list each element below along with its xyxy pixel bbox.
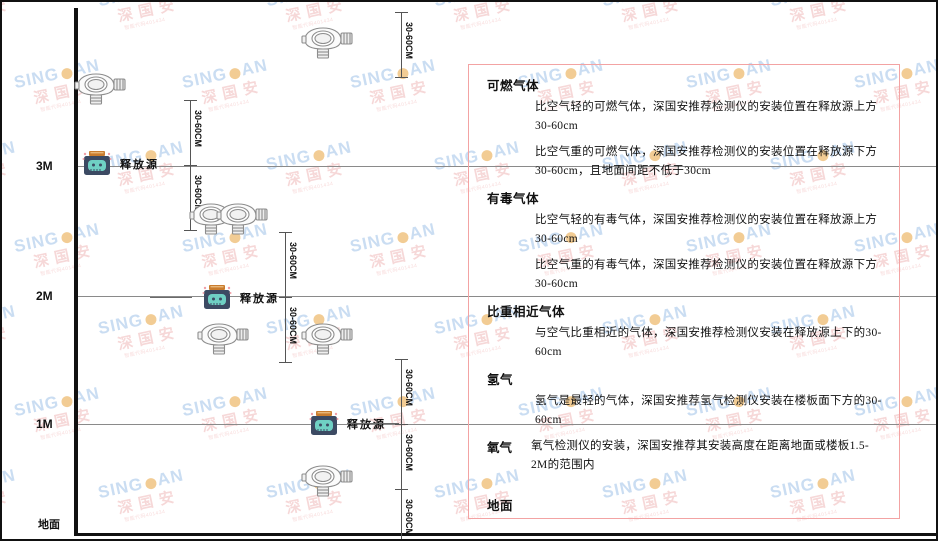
dimension-tick: [279, 232, 292, 233]
dimension-label: 30-60CM: [193, 175, 203, 213]
dimension-tick: [395, 359, 408, 360]
release-source-2m-icon: [202, 284, 232, 310]
release-source-1m-icon: [309, 410, 339, 436]
dimension-tick: [184, 100, 197, 101]
section-paragraph: 比空气轻的有毒气体，深国安推荐检测仪的安装位置在释放源上方30-60cm: [535, 213, 878, 245]
section-paragraph: 氢气是最轻的气体，深国安推荐氢气检测仪安装在楼板面下方的30-60cm: [535, 394, 882, 426]
dimension-label: 30-60CM: [288, 242, 298, 280]
gridline-2m: [78, 296, 936, 297]
panel-spacer: [483, 481, 885, 495]
axis-label-2m: 2M: [36, 289, 53, 303]
dimension-label: 30-60CM: [404, 499, 414, 537]
section-heading-ground: 地面: [487, 498, 514, 513]
section-paragraph: 检测仪地面间距，深国安推荐在30-60cm，且不得小于30cm，因为过低容易水溅…: [483, 518, 885, 519]
installation-guidelines-panel: 可燃气体比空气轻的可燃气体，深国安推荐检测仪的安装位置在释放源上方30-60cm…: [468, 64, 900, 519]
section-paragraph: 氧气检测仪的安装，深国安推荐其安装高度在距离地面或楼板1.5-2M的范围内: [531, 439, 870, 471]
dimension-label: 30-60CM: [404, 369, 414, 407]
detector-lower-right-icon: [299, 320, 355, 356]
section-paragraph: 比空气重的有毒气体，深国安推荐检测仪的安装位置在释放源下方30-60cm: [535, 258, 878, 290]
release-source-label: 释放源: [347, 419, 386, 431]
gridline-1m: [78, 424, 936, 425]
dimension-line-lower-stack: [401, 359, 402, 539]
leader-line: [347, 423, 399, 424]
dimension-tick: [395, 424, 408, 425]
gridline-3m: [78, 166, 936, 167]
section-paragraph: 比空气轻的可燃气体，深国安推荐检测仪的安装位置在释放源上方30-60cm: [535, 101, 878, 132]
release-source-label: 释放源: [120, 159, 159, 171]
release-source-label: 释放源: [240, 293, 279, 305]
detector-mid-right-icon: [195, 320, 251, 356]
detector-upper-right-icon: [214, 200, 270, 236]
release-source-3m-icon: [82, 150, 112, 176]
detector-bottom-icon: [299, 462, 355, 498]
axis-label-3m: 3M: [36, 159, 53, 173]
ground-axis-line: [74, 533, 936, 536]
vertical-axis: [74, 8, 78, 534]
axis-label-1m: 1M: [36, 417, 53, 431]
section-paragraph: 比空气重的可燃气体，深国安推荐检测仪的安装位置在释放源下方30-60cm，且地面…: [535, 145, 878, 177]
dimension-tick: [395, 77, 408, 78]
dimension-line-top-stack: [401, 12, 402, 77]
dimension-tick: [184, 165, 197, 166]
dimension-tick: [395, 12, 408, 13]
dimension-label: 30-60CM: [404, 434, 414, 472]
detector-top-left-icon: [72, 70, 128, 106]
dimension-tick: [395, 489, 408, 490]
section-heading-similar-density-gas: 比重相近气体: [487, 304, 566, 319]
section-heading-toxic-gas: 有毒气体: [487, 191, 540, 206]
section-paragraph: 与空气比重相近的气体，深国安推荐检测仪安装在释放源上下的30-60cm: [535, 326, 882, 358]
leader-line: [150, 297, 192, 298]
section-oxygen: 氧气 氧气检测仪的安装，深国安推荐其安装高度在距离地面或楼板1.5-2M的范围内: [483, 437, 885, 475]
dimension-label: 30-60CM: [288, 307, 298, 345]
section-heading-hydrogen: 氢气: [487, 372, 514, 387]
dimension-tick: [279, 297, 292, 298]
dimension-label: 30-60CM: [404, 22, 414, 60]
dimension-label: 30-60CM: [193, 110, 203, 148]
dimension-tick: [279, 362, 292, 363]
ground-label: 地面: [38, 519, 60, 531]
detector-top-center-icon: [299, 24, 355, 60]
section-heading-oxygen: 氧气: [487, 440, 513, 455]
section-heading-combustible-gas: 可燃气体: [487, 79, 540, 93]
dimension-tick: [184, 230, 197, 231]
